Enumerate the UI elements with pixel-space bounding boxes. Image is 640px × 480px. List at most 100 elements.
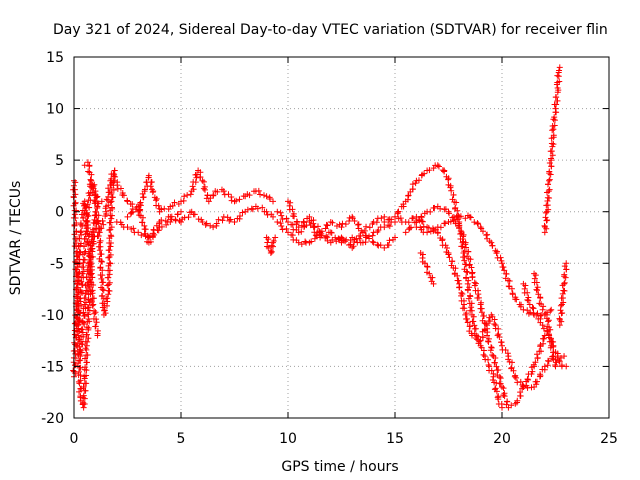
data-point bbox=[552, 105, 559, 112]
data-point bbox=[386, 223, 393, 230]
data-point bbox=[106, 219, 113, 226]
data-point bbox=[76, 357, 83, 364]
series-arc-e bbox=[76, 229, 97, 360]
data-point bbox=[465, 295, 472, 302]
data-point bbox=[552, 363, 559, 370]
data-point bbox=[202, 221, 209, 228]
series-arc-d bbox=[81, 159, 105, 210]
data-point bbox=[82, 305, 89, 312]
data-point bbox=[99, 217, 106, 224]
data-point bbox=[76, 380, 83, 387]
data-point bbox=[415, 177, 422, 184]
data-point bbox=[76, 235, 83, 242]
data-point bbox=[468, 304, 475, 311]
data-point bbox=[90, 301, 97, 308]
data-point bbox=[493, 363, 500, 370]
data-point bbox=[464, 319, 471, 326]
data-point bbox=[467, 214, 474, 221]
data-point bbox=[90, 238, 97, 245]
data-point bbox=[354, 221, 361, 228]
data-point bbox=[108, 181, 115, 188]
data-point bbox=[532, 272, 539, 279]
data-point bbox=[492, 385, 499, 392]
data-point bbox=[285, 219, 291, 226]
data-point bbox=[450, 191, 457, 198]
data-point bbox=[474, 220, 481, 227]
data-point bbox=[351, 217, 358, 224]
data-point bbox=[369, 232, 376, 239]
data-point bbox=[561, 263, 568, 270]
data-point bbox=[366, 235, 373, 242]
data-point bbox=[219, 217, 226, 224]
data-point bbox=[545, 317, 552, 324]
data-point bbox=[457, 213, 464, 220]
data-point bbox=[105, 193, 112, 200]
x-tick-label: 5 bbox=[177, 431, 186, 447]
data-point bbox=[74, 315, 81, 322]
data-point bbox=[124, 224, 131, 231]
data-point bbox=[511, 373, 518, 380]
data-point bbox=[278, 212, 285, 219]
data-point bbox=[81, 243, 88, 250]
data-point bbox=[421, 170, 428, 177]
data-point bbox=[95, 200, 102, 207]
data-point bbox=[402, 229, 409, 236]
data-point bbox=[99, 258, 106, 265]
data-point bbox=[74, 256, 81, 263]
data-point bbox=[445, 176, 452, 183]
data-point bbox=[549, 152, 556, 159]
data-point bbox=[550, 126, 557, 133]
data-point bbox=[295, 229, 302, 236]
series-tail-1 bbox=[520, 280, 570, 370]
y-tick-label: -15 bbox=[41, 359, 64, 375]
data-point bbox=[369, 238, 376, 245]
data-point bbox=[93, 319, 100, 326]
data-point bbox=[145, 174, 152, 181]
y-tick-label: -10 bbox=[41, 308, 64, 324]
data-point bbox=[378, 215, 385, 222]
data-point bbox=[464, 269, 471, 276]
data-point bbox=[413, 219, 420, 226]
data-point bbox=[545, 181, 552, 188]
data-point bbox=[312, 232, 319, 239]
data-point bbox=[103, 208, 110, 215]
data-point bbox=[537, 348, 544, 355]
data-point bbox=[563, 363, 570, 370]
data-point bbox=[471, 282, 478, 289]
data-point bbox=[556, 315, 563, 322]
data-point bbox=[517, 392, 524, 399]
data-point bbox=[86, 192, 93, 199]
data-point bbox=[86, 163, 93, 170]
data-point bbox=[83, 324, 90, 331]
data-point bbox=[277, 209, 284, 216]
data-point bbox=[546, 186, 553, 193]
data-point bbox=[151, 231, 158, 238]
data-point bbox=[540, 340, 547, 347]
data-point bbox=[225, 191, 232, 198]
data-point bbox=[409, 181, 416, 188]
data-point bbox=[274, 208, 281, 215]
data-point bbox=[79, 264, 86, 271]
data-point bbox=[550, 132, 557, 139]
y-tick-label: 5 bbox=[55, 153, 64, 169]
data-point bbox=[147, 183, 154, 190]
data-point bbox=[497, 380, 504, 387]
data-point bbox=[561, 271, 568, 278]
data-point bbox=[263, 193, 270, 200]
data-point bbox=[279, 226, 286, 233]
data-point bbox=[83, 228, 90, 235]
data-point bbox=[277, 220, 284, 227]
data-point bbox=[155, 202, 162, 209]
data-point bbox=[83, 331, 90, 338]
data-point bbox=[89, 295, 96, 302]
series-mid-6 bbox=[274, 219, 398, 251]
data-point bbox=[381, 213, 388, 220]
data-point bbox=[558, 354, 565, 361]
data-point bbox=[397, 215, 404, 222]
data-point bbox=[79, 326, 86, 333]
data-point bbox=[509, 359, 516, 366]
data-point bbox=[147, 238, 154, 245]
data-point bbox=[342, 238, 349, 245]
data-point bbox=[266, 196, 273, 203]
data-point bbox=[105, 185, 112, 192]
